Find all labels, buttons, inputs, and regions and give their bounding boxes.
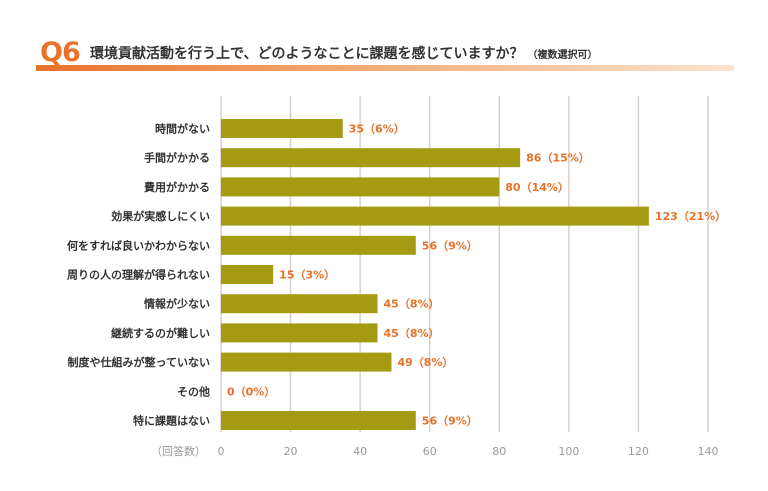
category-label: 時間がない (155, 122, 210, 136)
data-label: 56（9%） (422, 415, 478, 428)
question-note: （複数選択可） (527, 50, 598, 61)
bar (221, 119, 343, 138)
category-label: 制度や仕組みが整っていない (68, 355, 210, 369)
category-label: 特に課題はない (133, 414, 210, 428)
question-number: Q6 (40, 37, 81, 68)
category-label: 情報が少ない (144, 297, 210, 311)
gridlines (220, 96, 709, 432)
x-tick-label: 80 (492, 445, 506, 458)
bar (221, 177, 500, 197)
category-label: 継続するのが難しい (111, 326, 210, 340)
x-tick-label: 40 (353, 445, 367, 458)
bar (221, 235, 416, 255)
data-label: 0（0%） (227, 385, 275, 398)
data-labels: 35（6%） 86（15%） 80（14%） 123（21%） 56（9%） 15（3%）… (227, 123, 726, 428)
bar (221, 148, 521, 168)
bar (221, 265, 274, 284)
category-label: 効果が実感しにくい (111, 209, 210, 223)
data-label: 86（15%） (526, 152, 590, 165)
x-tick-label: 20 (284, 445, 298, 458)
x-tick-label: 120 (628, 445, 649, 458)
question-title: 環境貢献活動を行う上で、どのようなことに課題を感じていますか？ （複数選択可） (90, 45, 597, 65)
x-tick-label: 140 (698, 445, 719, 458)
data-label: 56（9%） (422, 239, 478, 252)
bars (221, 119, 649, 430)
bar (221, 352, 392, 372)
bar (221, 206, 649, 226)
bar (221, 294, 378, 314)
category-label: 費用がかかる (143, 180, 210, 194)
data-label: 15（3%） (279, 269, 335, 282)
category-labels: 時間がない手間がかかる費用がかかる効果が実感しにくい何をすれば良いかわからない周… (67, 122, 210, 428)
category-label: 何をすれば良いかわからない (67, 238, 210, 252)
bar (221, 323, 378, 343)
data-label: 35（6%） (349, 123, 405, 136)
question-header: Q6 環境貢献活動を行う上で、どのようなことに課題を感じていますか？ （複数選択可… (36, 38, 736, 74)
data-label: 123（21%） (655, 210, 726, 223)
category-label: その他 (177, 384, 210, 398)
header-underline-bar (36, 65, 734, 71)
question-text: 環境貢献活動を行う上で、どのようなことに課題を感じていますか？ (90, 46, 524, 62)
x-tick-label: 60 (423, 445, 437, 458)
category-label: 手間がかかる (144, 151, 210, 165)
data-label: 45（8%） (384, 327, 440, 340)
category-label: 周りの人の理解が得られない (67, 268, 210, 282)
data-label: 49（8%） (397, 356, 453, 369)
data-label: 45（8%） (384, 298, 440, 311)
x-axis-label: （回答数） (151, 444, 206, 458)
bar (221, 411, 416, 430)
x-tick-label: 0 (218, 445, 225, 458)
x-tick-labels: 0 20 40 60 80 100 120 140 (218, 445, 719, 458)
data-label: 80（14%） (505, 181, 569, 194)
x-tick-label: 100 (558, 445, 579, 458)
